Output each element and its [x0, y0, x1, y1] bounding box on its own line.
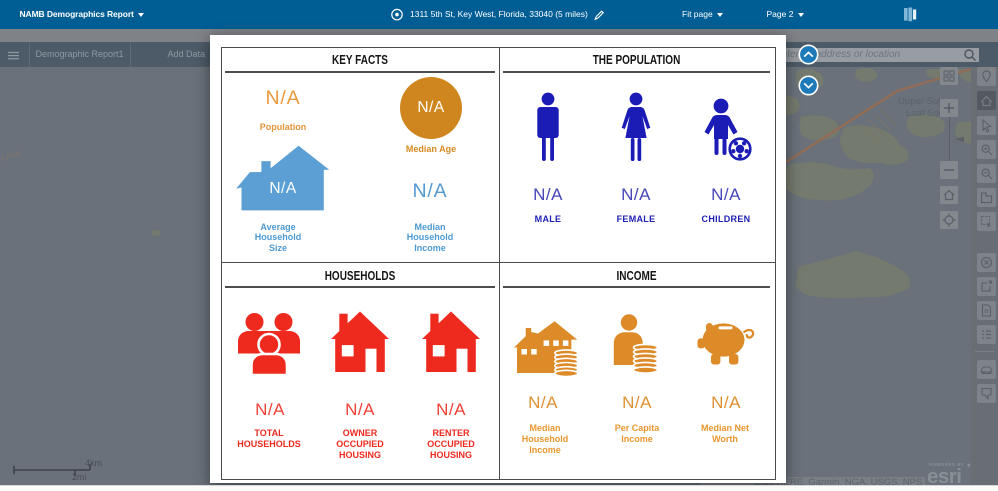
- svg-text:4km: 4km: [85, 458, 102, 468]
- svg-text:2mi: 2mi: [72, 472, 87, 482]
